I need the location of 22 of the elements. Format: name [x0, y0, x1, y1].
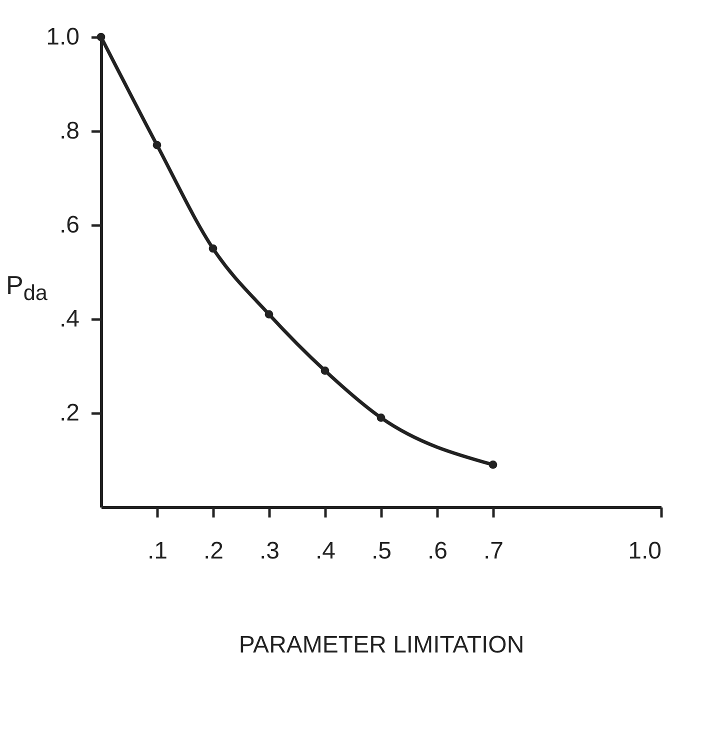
point — [96, 32, 106, 42]
y-tick-label: .8 — [59, 118, 80, 144]
x-tick-label: .4 — [315, 538, 336, 564]
y-tick-label: .6 — [59, 212, 80, 238]
x-tick-label: .2 — [203, 538, 224, 564]
y-axis-title: P$_{da}$ — [6, 270, 48, 306]
y-tick-label: .2 — [59, 400, 80, 426]
point — [320, 366, 330, 375]
y-tick-label: .4 — [59, 306, 80, 332]
x-tick-label: .6 — [427, 538, 448, 564]
x-tick-label: .3 — [259, 538, 280, 564]
y-tick-label: 1.0 — [46, 24, 80, 50]
point — [376, 414, 386, 422]
x-tick-label: .5 — [371, 538, 392, 564]
point — [488, 460, 498, 469]
x-tick-label: .1 — [147, 538, 168, 564]
x-tick-label: .7 — [483, 538, 504, 564]
point — [208, 244, 218, 253]
x-tick-label: 1.0 — [628, 538, 662, 564]
x-axis-title: PARAMETER LIMITATION — [238, 632, 524, 658]
point — [152, 140, 162, 150]
point — [264, 310, 274, 318]
